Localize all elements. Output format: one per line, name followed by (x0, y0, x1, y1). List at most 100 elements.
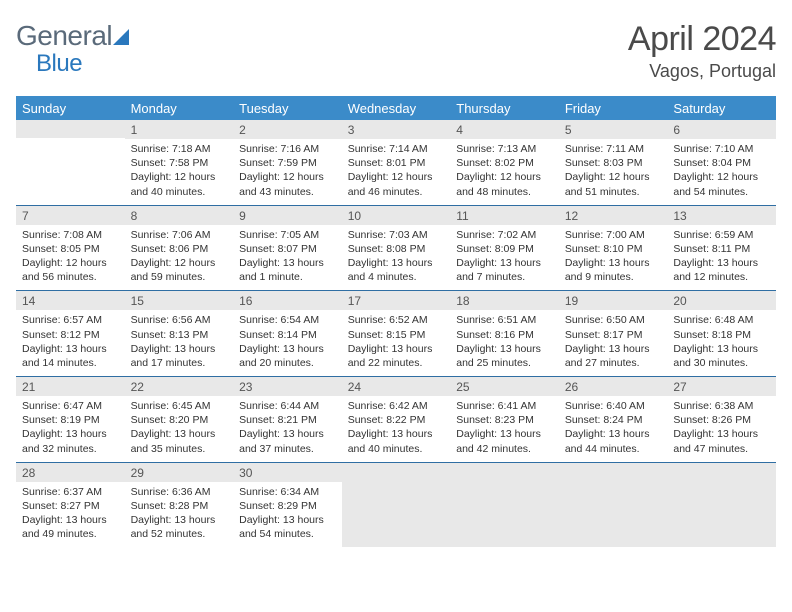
day-line: Sunset: 8:01 PM (348, 156, 445, 170)
day-line: Sunset: 8:20 PM (131, 413, 228, 427)
location: Vagos, Portugal (628, 61, 776, 82)
day-line: Sunset: 8:07 PM (239, 242, 336, 256)
day-content: Sunrise: 6:52 AMSunset: 8:15 PMDaylight:… (342, 310, 451, 376)
day-line: Sunset: 8:08 PM (348, 242, 445, 256)
day-cell (450, 462, 559, 547)
day-cell: 18Sunrise: 6:51 AMSunset: 8:16 PMDayligh… (450, 291, 559, 377)
day-line: Sunrise: 6:36 AM (131, 485, 228, 499)
day-line: and 54 minutes. (673, 185, 770, 199)
day-line: Daylight: 13 hours (348, 427, 445, 441)
day-line: Daylight: 12 hours (131, 170, 228, 184)
day-line: and 1 minute. (239, 270, 336, 284)
day-line: Sunset: 8:09 PM (456, 242, 553, 256)
day-line: Daylight: 13 hours (239, 342, 336, 356)
day-content: Sunrise: 7:05 AMSunset: 8:07 PMDaylight:… (233, 225, 342, 291)
day-line: and 59 minutes. (131, 270, 228, 284)
day-line: Sunset: 8:03 PM (565, 156, 662, 170)
day-line: and 44 minutes. (565, 442, 662, 456)
day-cell (667, 462, 776, 547)
title-block: April 2024 Vagos, Portugal (628, 20, 776, 82)
day-line: Daylight: 12 hours (673, 170, 770, 184)
day-line: Sunrise: 6:42 AM (348, 399, 445, 413)
day-line: Daylight: 13 hours (456, 427, 553, 441)
day-cell (16, 120, 125, 205)
day-line: and 43 minutes. (239, 185, 336, 199)
day-line: Sunrise: 7:08 AM (22, 228, 119, 242)
day-cell: 8Sunrise: 7:06 AMSunset: 8:06 PMDaylight… (125, 205, 234, 291)
day-line: and 4 minutes. (348, 270, 445, 284)
day-number: 3 (342, 120, 451, 139)
day-content: Sunrise: 7:02 AMSunset: 8:09 PMDaylight:… (450, 225, 559, 291)
day-number: 9 (233, 206, 342, 225)
day-content: Sunrise: 7:13 AMSunset: 8:02 PMDaylight:… (450, 139, 559, 205)
trailing-empty (559, 463, 668, 543)
day-line: Sunset: 8:28 PM (131, 499, 228, 513)
day-line: Daylight: 13 hours (239, 256, 336, 270)
day-content: Sunrise: 6:41 AMSunset: 8:23 PMDaylight:… (450, 396, 559, 462)
day-cell: 10Sunrise: 7:03 AMSunset: 8:08 PMDayligh… (342, 205, 451, 291)
day-number: 7 (16, 206, 125, 225)
day-line: Daylight: 13 hours (673, 256, 770, 270)
day-number: 22 (125, 377, 234, 396)
day-number: 12 (559, 206, 668, 225)
day-line: Sunset: 8:05 PM (22, 242, 119, 256)
day-line: Sunrise: 6:47 AM (22, 399, 119, 413)
weekday-saturday: Saturday (667, 96, 776, 120)
day-line: Daylight: 13 hours (348, 342, 445, 356)
day-line: Sunset: 7:58 PM (131, 156, 228, 170)
weekday-friday: Friday (559, 96, 668, 120)
day-line: Sunset: 8:29 PM (239, 499, 336, 513)
day-line: Sunset: 8:15 PM (348, 328, 445, 342)
day-line: Sunset: 7:59 PM (239, 156, 336, 170)
day-cell (559, 462, 668, 547)
day-line: Daylight: 13 hours (565, 342, 662, 356)
day-line: and 47 minutes. (673, 442, 770, 456)
day-line: Sunrise: 6:37 AM (22, 485, 119, 499)
day-cell: 16Sunrise: 6:54 AMSunset: 8:14 PMDayligh… (233, 291, 342, 377)
day-line: Daylight: 13 hours (22, 513, 119, 527)
logo-sail-icon (113, 22, 135, 54)
day-cell: 27Sunrise: 6:38 AMSunset: 8:26 PMDayligh… (667, 377, 776, 463)
day-content: Sunrise: 7:10 AMSunset: 8:04 PMDaylight:… (667, 139, 776, 205)
day-line: Daylight: 13 hours (673, 427, 770, 441)
day-cell: 4Sunrise: 7:13 AMSunset: 8:02 PMDaylight… (450, 120, 559, 205)
day-number: 25 (450, 377, 559, 396)
trailing-empty (450, 463, 559, 543)
day-content: Sunrise: 6:36 AMSunset: 8:28 PMDaylight:… (125, 482, 234, 548)
day-content: Sunrise: 6:45 AMSunset: 8:20 PMDaylight:… (125, 396, 234, 462)
day-cell: 19Sunrise: 6:50 AMSunset: 8:17 PMDayligh… (559, 291, 668, 377)
day-line: Sunrise: 6:40 AM (565, 399, 662, 413)
calendar-body: 1Sunrise: 7:18 AMSunset: 7:58 PMDaylight… (16, 120, 776, 547)
day-cell: 25Sunrise: 6:41 AMSunset: 8:23 PMDayligh… (450, 377, 559, 463)
day-number: 27 (667, 377, 776, 396)
day-number: 23 (233, 377, 342, 396)
day-cell: 28Sunrise: 6:37 AMSunset: 8:27 PMDayligh… (16, 462, 125, 547)
day-cell: 11Sunrise: 7:02 AMSunset: 8:09 PMDayligh… (450, 205, 559, 291)
day-line: Sunrise: 6:41 AM (456, 399, 553, 413)
day-line: Sunrise: 7:10 AM (673, 142, 770, 156)
day-line: Daylight: 13 hours (131, 513, 228, 527)
day-number: 11 (450, 206, 559, 225)
day-line: Daylight: 13 hours (239, 513, 336, 527)
weekday-sunday: Sunday (16, 96, 125, 120)
day-content: Sunrise: 6:59 AMSunset: 8:11 PMDaylight:… (667, 225, 776, 291)
day-line: Sunrise: 7:11 AM (565, 142, 662, 156)
day-line: Sunrise: 6:34 AM (239, 485, 336, 499)
day-number: 14 (16, 291, 125, 310)
day-number: 18 (450, 291, 559, 310)
day-number: 1 (125, 120, 234, 139)
day-line: and 46 minutes. (348, 185, 445, 199)
day-line: Daylight: 13 hours (673, 342, 770, 356)
day-line: and 32 minutes. (22, 442, 119, 456)
day-line: Sunset: 8:27 PM (22, 499, 119, 513)
day-line: Sunset: 8:26 PM (673, 413, 770, 427)
month-title: April 2024 (628, 20, 776, 59)
day-line: and 52 minutes. (131, 527, 228, 541)
day-cell: 1Sunrise: 7:18 AMSunset: 7:58 PMDaylight… (125, 120, 234, 205)
weekday-header-row: SundayMondayTuesdayWednesdayThursdayFrid… (16, 96, 776, 120)
day-line: Sunrise: 6:45 AM (131, 399, 228, 413)
day-content: Sunrise: 6:57 AMSunset: 8:12 PMDaylight:… (16, 310, 125, 376)
day-number: 30 (233, 463, 342, 482)
day-cell: 20Sunrise: 6:48 AMSunset: 8:18 PMDayligh… (667, 291, 776, 377)
day-cell: 13Sunrise: 6:59 AMSunset: 8:11 PMDayligh… (667, 205, 776, 291)
